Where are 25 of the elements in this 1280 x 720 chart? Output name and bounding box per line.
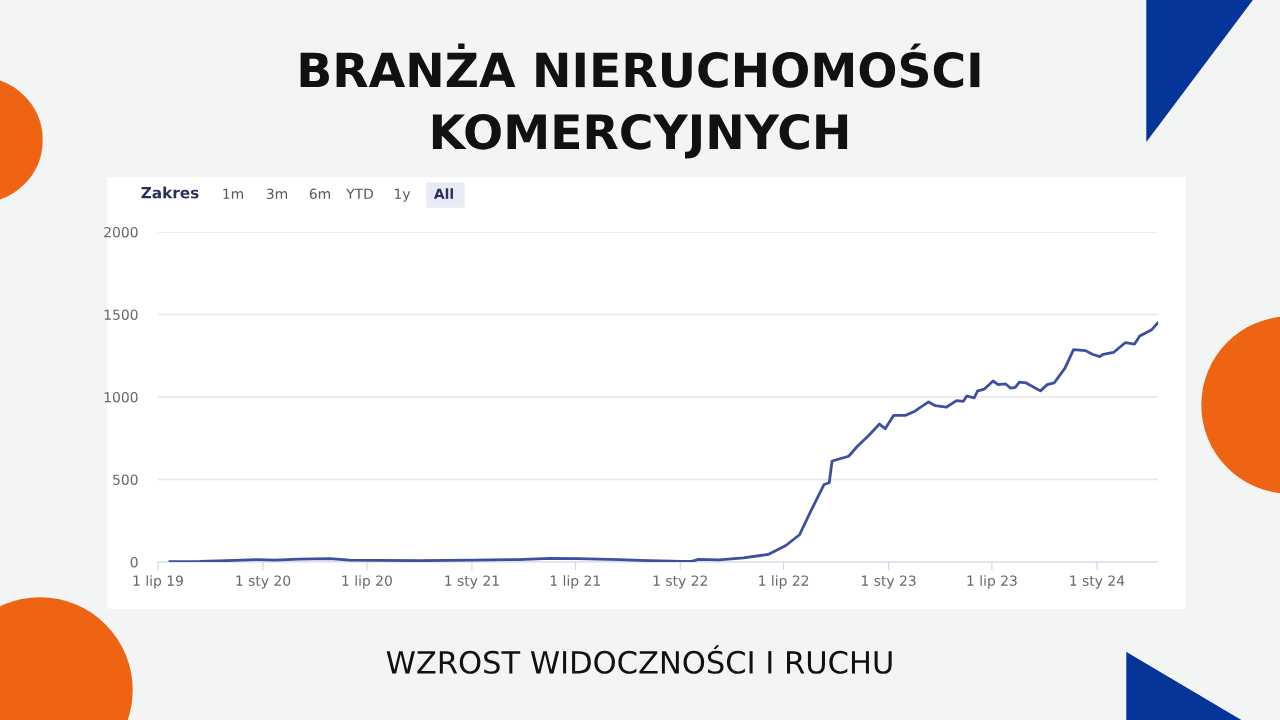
- text: Zakres: [141, 186, 199, 199]
- text: 3m: [266, 188, 287, 200]
- x-tick-label: 1 sty 24: [1070, 575, 1125, 589]
- y-tick-label: 500: [113, 474, 138, 485]
- text: 6m: [309, 188, 330, 200]
- chart-title: BRANŻA NIERUCHOMOŚCI KOMERCYJNYCH: [300, 43, 980, 159]
- line-series: [168, 321, 1158, 562]
- x-tick-label: 1 sty 22: [653, 575, 707, 589]
- text: All: [433, 188, 453, 199]
- x-tick-label: 1 lip 21: [550, 575, 600, 589]
- x-tick-label: 1 sty 23: [862, 575, 916, 589]
- text: WZROST WIDOCZNOŚCI I RUCHU: [386, 645, 892, 674]
- y-tick-label: 2000: [104, 226, 138, 238]
- y-tick-label: 0: [130, 556, 138, 568]
- text: 1m: [223, 188, 243, 199]
- y-tick-label: 1500: [104, 309, 138, 320]
- x-tick-label: 1 sty 21: [445, 575, 499, 589]
- x-tick-label: 1 sty 20: [236, 575, 291, 589]
- text: YTD: [346, 188, 374, 199]
- text: 1y: [395, 188, 411, 202]
- y-tick-label: 1000: [104, 391, 138, 403]
- x-tick-label: 1 lip 20: [342, 575, 392, 589]
- x-tick-label: 1 lip 22: [759, 575, 809, 589]
- x-tick-label: 1 lip 19: [133, 575, 183, 589]
- x-tick-label: 1 lip 23: [967, 575, 1017, 589]
